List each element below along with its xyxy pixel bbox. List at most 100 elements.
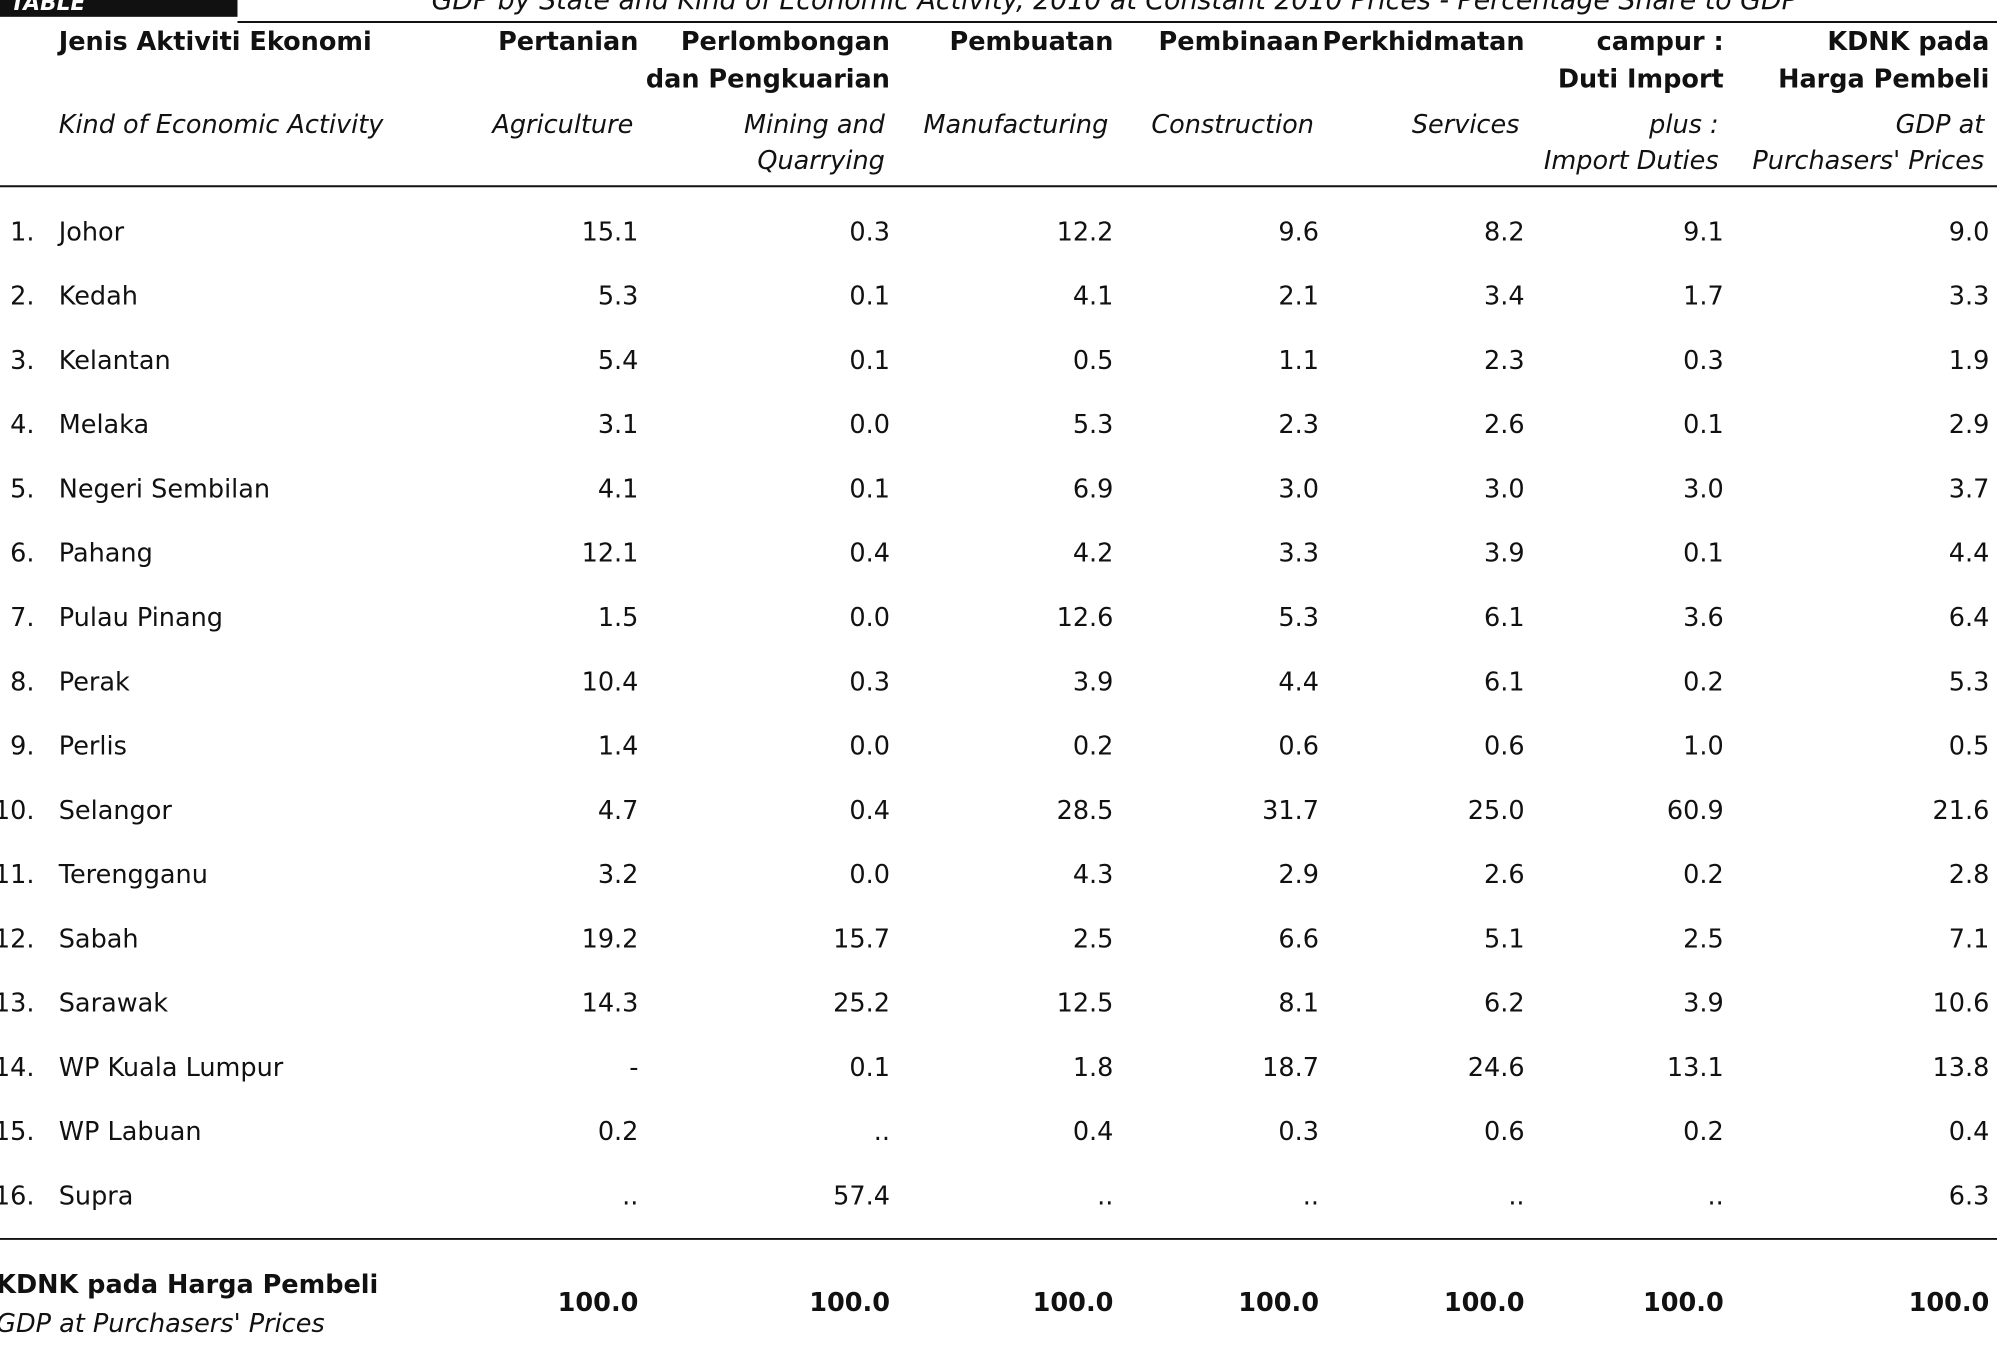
cell: 3.3 [1278,539,1319,569]
cell: 0.2 [1683,667,1724,697]
cell: 1.5 [598,603,639,633]
cell: 13.1 [1667,1053,1724,1083]
cell: 2.9 [1949,410,1990,440]
row-number: 13. [0,988,34,1018]
cell: 5.3 [1949,667,1990,697]
cell: 1.4 [598,731,639,761]
cell: 2.1 [1278,281,1319,311]
cell: 0.1 [1683,410,1724,440]
cell: - [629,1053,638,1083]
cell: 5.4 [598,346,639,376]
row-name: WP Kuala Lumpur [59,1053,284,1083]
table-label: TABLE [10,0,85,16]
cell: 12.2 [1057,217,1114,247]
table-label-box [0,0,238,17]
cell: 0.1 [849,346,890,376]
cell: 5.3 [1278,603,1319,633]
total-cell: 100.0 [558,1288,639,1318]
column-header-english: Agriculture [490,110,633,140]
row-name: Terengganu [58,860,208,890]
column-header-english: Mining and [744,110,886,140]
total-cell: 100.0 [809,1288,890,1318]
row-number: 4. [10,410,34,440]
cell: 3.0 [1484,474,1525,504]
row-number: 15. [0,1117,34,1147]
cell: 19.2 [582,924,639,954]
row-name: Supra [59,1181,134,1211]
cell: 1.0 [1683,731,1724,761]
cell: 7.1 [1949,924,1990,954]
cell: 0.5 [1073,346,1114,376]
cell: 2.5 [1683,924,1724,954]
row-name: Johor [57,217,125,247]
cell: 0.0 [849,860,890,890]
cell: 2.9 [1278,860,1319,890]
cell: 4.1 [1073,281,1114,311]
cell: 6.2 [1484,988,1525,1018]
cell: 0.2 [598,1117,639,1147]
cell: .. [622,1181,638,1211]
cell: 21.6 [1933,796,1990,826]
cell: 0.3 [1683,346,1724,376]
row-name: Pahang [59,539,153,569]
cell: .. [1097,1181,1113,1211]
column-header-english: GDP at [1896,110,1986,140]
cell: 3.9 [1683,988,1724,1018]
cell: 10.4 [582,667,639,697]
row-name: Pulau Pinang [59,603,223,633]
cell: 14.3 [582,988,639,1018]
column-header-malay: Perkhidmatan [1322,27,1524,57]
row-name: Selangor [59,796,173,826]
total-cell: 100.0 [1444,1288,1525,1318]
cell: 25.0 [1468,796,1525,826]
cell: 2.3 [1484,346,1525,376]
column-header-english: Purchasers' Prices [1752,146,1984,176]
cell: 1.9 [1949,346,1990,376]
row-name: Negeri Sembilan [59,474,270,504]
cell: 15.1 [582,217,639,247]
cell: 2.6 [1484,410,1525,440]
cell: 0.1 [849,281,890,311]
row-name: WP Labuan [59,1117,202,1147]
row-number: 1. [10,217,34,247]
cell: 3.3 [1949,281,1990,311]
cell: .. [1303,1181,1319,1211]
cell: 9.0 [1949,217,1990,247]
cell: 8.2 [1484,217,1525,247]
row-name: Kelantan [59,346,171,376]
row-number: 7. [10,603,34,633]
cell: 0.6 [1278,731,1319,761]
cell: 0.6 [1484,1117,1525,1147]
cell: 0.1 [1683,539,1724,569]
cell: 8.1 [1278,988,1319,1018]
row-number: 5. [10,474,34,504]
table-title: GDP by State and Kind of Economic Activi… [432,0,1799,16]
row-number: 8. [10,667,34,697]
cell: 0.3 [849,217,890,247]
cell: 6.4 [1949,603,1990,633]
cell: 57.4 [833,1181,890,1211]
cell: 5.1 [1484,924,1525,954]
cell: 4.2 [1073,539,1114,569]
cell: 0.2 [1073,731,1114,761]
cell: 2.5 [1073,924,1114,954]
cell: 6.1 [1484,667,1525,697]
cell: 3.9 [1484,539,1525,569]
cell: 0.3 [849,667,890,697]
cell: 6.9 [1073,474,1114,504]
cell: 0.2 [1683,860,1724,890]
cell: .. [874,1117,890,1147]
cell: 12.1 [582,539,639,569]
total-cell: 100.0 [1033,1288,1114,1318]
row-name: Perak [59,667,130,697]
cell: 0.0 [849,410,890,440]
cell: 0.4 [1073,1117,1114,1147]
cell: 12.5 [1057,988,1114,1018]
cell: 0.5 [1949,731,1990,761]
cell: 3.1 [598,410,639,440]
column-header-malay: Pembuatan [950,27,1114,57]
cell: 3.2 [598,860,639,890]
cell: 0.0 [849,731,890,761]
